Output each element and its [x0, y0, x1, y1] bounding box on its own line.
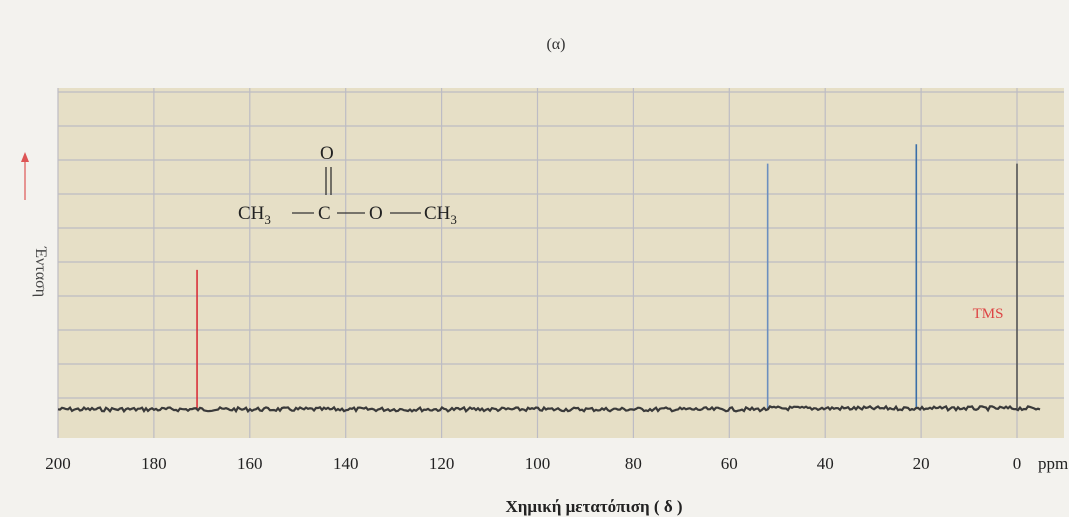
x-tick-label: 180 — [141, 454, 167, 473]
molecule-oxygen-top: O — [320, 143, 334, 164]
molecule-carbonyl-carbon: C — [318, 203, 331, 224]
x-tick-label: 80 — [625, 454, 642, 473]
molecule-structure: O CH3 C O CH3 — [238, 143, 457, 227]
x-tick-label: 160 — [237, 454, 263, 473]
tms-annotation: TMS — [973, 306, 1004, 322]
x-axis-unit: ppm — [1038, 454, 1068, 473]
x-tick-label: 100 — [525, 454, 551, 473]
spectrum-line — [57, 404, 1041, 414]
y-axis-arrow-head — [21, 152, 29, 162]
x-tick-label: 20 — [913, 454, 930, 473]
x-axis-label: Χημική μετατόπιση ( δ ) — [505, 497, 682, 516]
molecule-methyl-right: CH3 — [424, 203, 457, 227]
x-tick-label: 200 — [45, 454, 71, 473]
molecule-ester-oxygen: O — [369, 203, 383, 224]
x-tick-label: 0 — [1013, 454, 1022, 473]
x-tick-label: 140 — [333, 454, 359, 473]
plot-area — [58, 88, 1064, 438]
molecule-methyl-left: CH3 — [238, 203, 271, 227]
chart-title: (α) — [546, 36, 565, 53]
x-axis-ticks: 200 180 160 140 120 100 80 60 40 20 0 — [45, 454, 1021, 473]
peaks — [196, 144, 1018, 409]
x-tick-label: 60 — [721, 454, 738, 473]
y-axis-label: Ένταση — [32, 246, 49, 297]
x-tick-label: 40 — [817, 454, 834, 473]
x-tick-label: 120 — [429, 454, 455, 473]
